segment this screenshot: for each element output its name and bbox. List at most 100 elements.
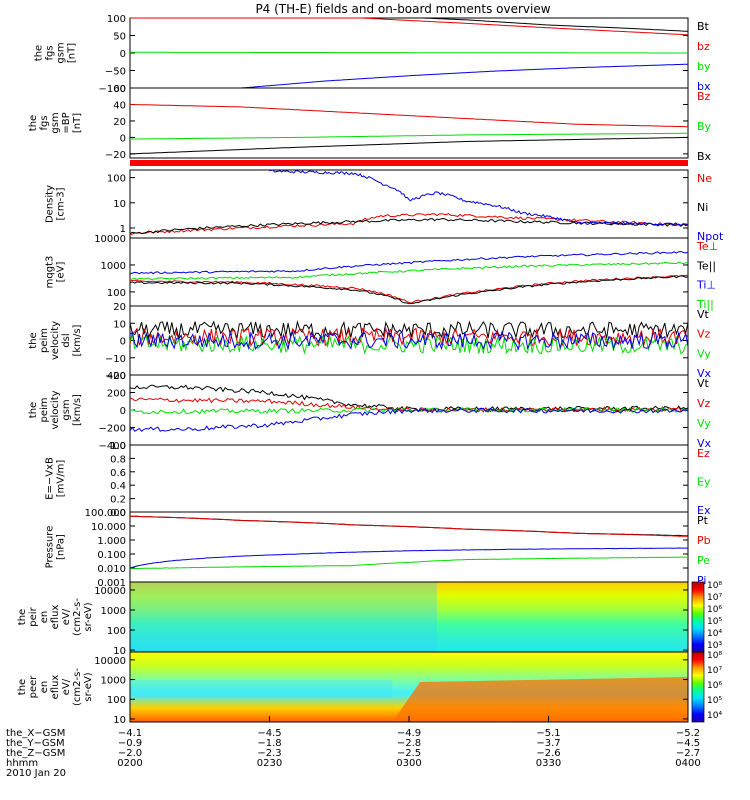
y-axis-label: the — [17, 679, 28, 695]
y-tick-label: 1000 — [101, 676, 126, 687]
series-bz — [130, 17, 689, 36]
y-axis-label: eflux — [50, 675, 61, 700]
panel-8: 100.000 10.000 1.000 0.100 0.010 0.001 Pressur… — [45, 508, 711, 589]
time-axis-row-label: the_Z−GSM — [6, 748, 65, 759]
series-ti — [129, 261, 689, 281]
y-tick-label: −10 — [105, 354, 126, 365]
y-tick-label: 0 — [120, 406, 126, 417]
series-vt — [129, 384, 689, 412]
colorbar-tick-label: 10⁶ — [707, 681, 722, 691]
legend-label: Ey — [697, 476, 711, 489]
time-axis-value: −2.3 — [257, 748, 281, 759]
legend-label: bx — [697, 80, 711, 93]
y-tick-label: 10000 — [94, 656, 126, 667]
colorbar-tick-label: 10⁴ — [707, 629, 722, 639]
y-tick-label: 400 — [107, 371, 126, 382]
legend-label: Pe — [697, 554, 710, 567]
legend-label: Bz — [697, 90, 711, 103]
series-ne — [129, 213, 689, 235]
y-axis-label: the — [28, 115, 39, 131]
legend-label: Vz — [697, 328, 711, 341]
y-tick-label: 0 — [120, 49, 126, 60]
legend-label: Vx — [697, 367, 712, 380]
spectrogram-band — [392, 677, 688, 722]
y-tick-label: 10.000 — [91, 522, 126, 533]
y-tick-label: 20 — [113, 117, 126, 128]
time-axis-row-label: hhmm — [6, 758, 38, 769]
series-bt — [130, 17, 689, 32]
time-axis-value: −5.2 — [676, 728, 700, 739]
time-axis-value: −1.8 — [257, 738, 281, 749]
time-axis-value: −5.1 — [536, 728, 560, 739]
y-tick-label: −200 — [99, 424, 126, 435]
y-axis-label: [cm-3] — [56, 187, 67, 220]
colorbar-tick-label: 10⁸ — [707, 651, 722, 661]
legend-label: by — [697, 60, 711, 73]
y-axis-label: [km/s] — [72, 324, 83, 356]
panel-5: 20 10 0 −10 −20 the peim velocity dsl [km/s] Vt Vz V… — [28, 302, 712, 382]
y-tick-label: 0.6 — [110, 468, 126, 479]
y-tick-label: 100.000 — [85, 508, 126, 519]
y-axis-label: velocity — [50, 321, 61, 360]
time-axis-row-label: the_X−GSM — [6, 728, 65, 739]
y-tick-label: 100 — [107, 14, 126, 25]
legend-label: Pt — [697, 514, 709, 527]
time-axis-row-label: 2010 Jan 20 — [6, 768, 66, 779]
y-tick-label: 40 — [113, 100, 126, 111]
colorbar-tick-label: 10⁸ — [707, 581, 722, 591]
time-axis-value: −4.5 — [676, 738, 700, 749]
y-tick-label: −20 — [105, 371, 126, 382]
y-tick-label: 100 — [107, 695, 126, 706]
y-tick-label: 0 — [120, 337, 126, 348]
series-by — [130, 51, 688, 54]
y-tick-label: 100 — [107, 288, 126, 299]
y-axis-label: [mV/m] — [56, 460, 67, 498]
legend-label: Bx — [697, 150, 712, 163]
y-tick-label: 0.0 — [110, 508, 126, 519]
series-by — [129, 132, 688, 140]
y-tick-label: −50 — [105, 67, 126, 78]
y-axis-label: gsm — [56, 42, 67, 63]
y-axis-label: velocity — [50, 390, 61, 429]
y-axis-label: eV/ — [61, 608, 72, 625]
series-vx — [129, 407, 689, 433]
colorbar: 10⁸ 10⁷ 10⁶ 10⁵ 10⁴ — [691, 651, 722, 723]
y-tick-label: −100 — [99, 84, 126, 95]
y-axis-label: peir — [28, 606, 39, 626]
y-axis-label: Density — [45, 185, 56, 223]
y-axis-label: [nPa] — [56, 534, 67, 560]
time-axis-value: 0400 — [675, 758, 700, 769]
y-tick-label: 10 — [113, 319, 126, 330]
y-tick-label: 100 — [107, 626, 126, 637]
time-axis-value: −4.9 — [397, 728, 421, 739]
time-axis-value: −2.7 — [676, 748, 700, 759]
y-tick-label: 0.010 — [97, 564, 126, 575]
y-tick-label: 200 — [107, 389, 126, 400]
y-axis-label: [eV] — [56, 262, 67, 283]
y-tick-label: 1.0 — [110, 441, 126, 452]
panel-1: 100 50 0 −50 −100 the fgs gsm [nT] Bt bz by bx — [34, 14, 711, 95]
legend-label: Vx — [697, 437, 712, 450]
y-tick-label: 10 — [113, 199, 126, 210]
y-axis-label: [nT] — [67, 43, 78, 63]
y-axis-label: [nT] — [72, 113, 83, 133]
legend-label: Ez — [697, 447, 710, 460]
colorbar-tick-label: 10⁵ — [707, 617, 722, 627]
y-tick-label: 0.100 — [97, 550, 126, 561]
y-tick-label: 10 — [113, 715, 126, 726]
y-axis-label: gsm — [61, 399, 72, 420]
y-tick-label: 0.2 — [110, 495, 126, 506]
series-vz — [129, 327, 689, 348]
legend-label: Bt — [697, 20, 710, 33]
spectrogram — [130, 582, 688, 652]
series-vx — [129, 330, 689, 351]
colorbar-gradient — [691, 651, 705, 723]
legend-label: Vy — [697, 347, 711, 360]
legend-label: Ti⊥ — [696, 279, 716, 292]
y-tick-label: 50 — [113, 32, 126, 43]
